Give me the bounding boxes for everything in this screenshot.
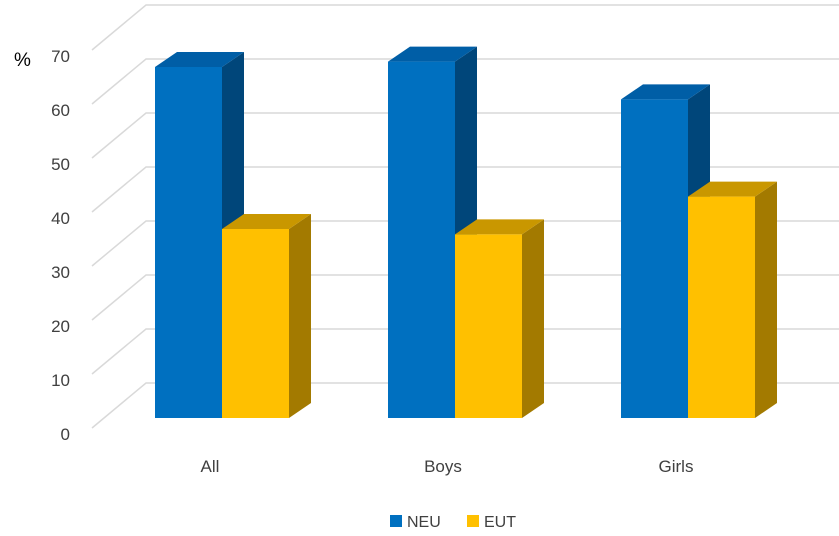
y-tick-label: 50 — [51, 155, 70, 174]
x-category-label: Boys — [424, 457, 462, 476]
legend-label-eut: EUT — [484, 514, 516, 531]
x-category-label: All — [201, 457, 220, 476]
y-tick-label: 30 — [51, 263, 70, 282]
bar-eut-boys — [455, 219, 544, 418]
bar-eut-girls — [688, 181, 777, 418]
bar-front — [455, 234, 522, 418]
bar-top — [388, 46, 477, 62]
gridline — [91, 112, 839, 159]
bar-front — [388, 61, 455, 418]
y-axis-unit-label: % — [14, 50, 31, 71]
legend-label-neu: NEU — [407, 514, 441, 531]
gridline — [91, 166, 839, 213]
bar-neu-all — [155, 52, 244, 418]
bar-front — [155, 67, 222, 418]
bars — [155, 46, 777, 419]
x-category-label: Girls — [659, 457, 694, 476]
y-tick-label: 0 — [61, 425, 70, 444]
y-tick-label: 10 — [51, 371, 70, 390]
y-tick-label: 70 — [51, 47, 70, 66]
gridline — [91, 58, 839, 105]
y-tick-label: 40 — [51, 209, 70, 228]
bar-front — [222, 229, 289, 418]
bar-side — [755, 181, 777, 418]
x-axis-category-labels: All Boys Girls — [201, 457, 694, 476]
legend: NEU EUT — [390, 514, 516, 531]
bar-top — [688, 181, 777, 197]
gridline — [91, 382, 839, 429]
bar-front — [688, 196, 755, 418]
gridline — [91, 328, 839, 375]
legend-swatch-neu — [390, 515, 402, 527]
bar-side — [522, 219, 544, 418]
gridline — [91, 274, 839, 321]
bar-eut-all — [222, 214, 311, 418]
bar-top — [222, 214, 311, 229]
bar-top — [455, 219, 544, 235]
y-axis-tick-labels: 0 10 20 30 40 50 60 70 — [51, 47, 70, 444]
gridline — [91, 4, 839, 51]
y-tick-label: 20 — [51, 317, 70, 336]
bar-front — [621, 99, 688, 419]
bar-side — [289, 214, 311, 418]
y-tick-label: 60 — [51, 101, 70, 120]
legend-swatch-eut — [467, 515, 479, 527]
bar-top — [155, 52, 244, 67]
bar-top — [621, 84, 710, 100]
gridlines — [91, 4, 839, 429]
gridline — [91, 220, 839, 267]
